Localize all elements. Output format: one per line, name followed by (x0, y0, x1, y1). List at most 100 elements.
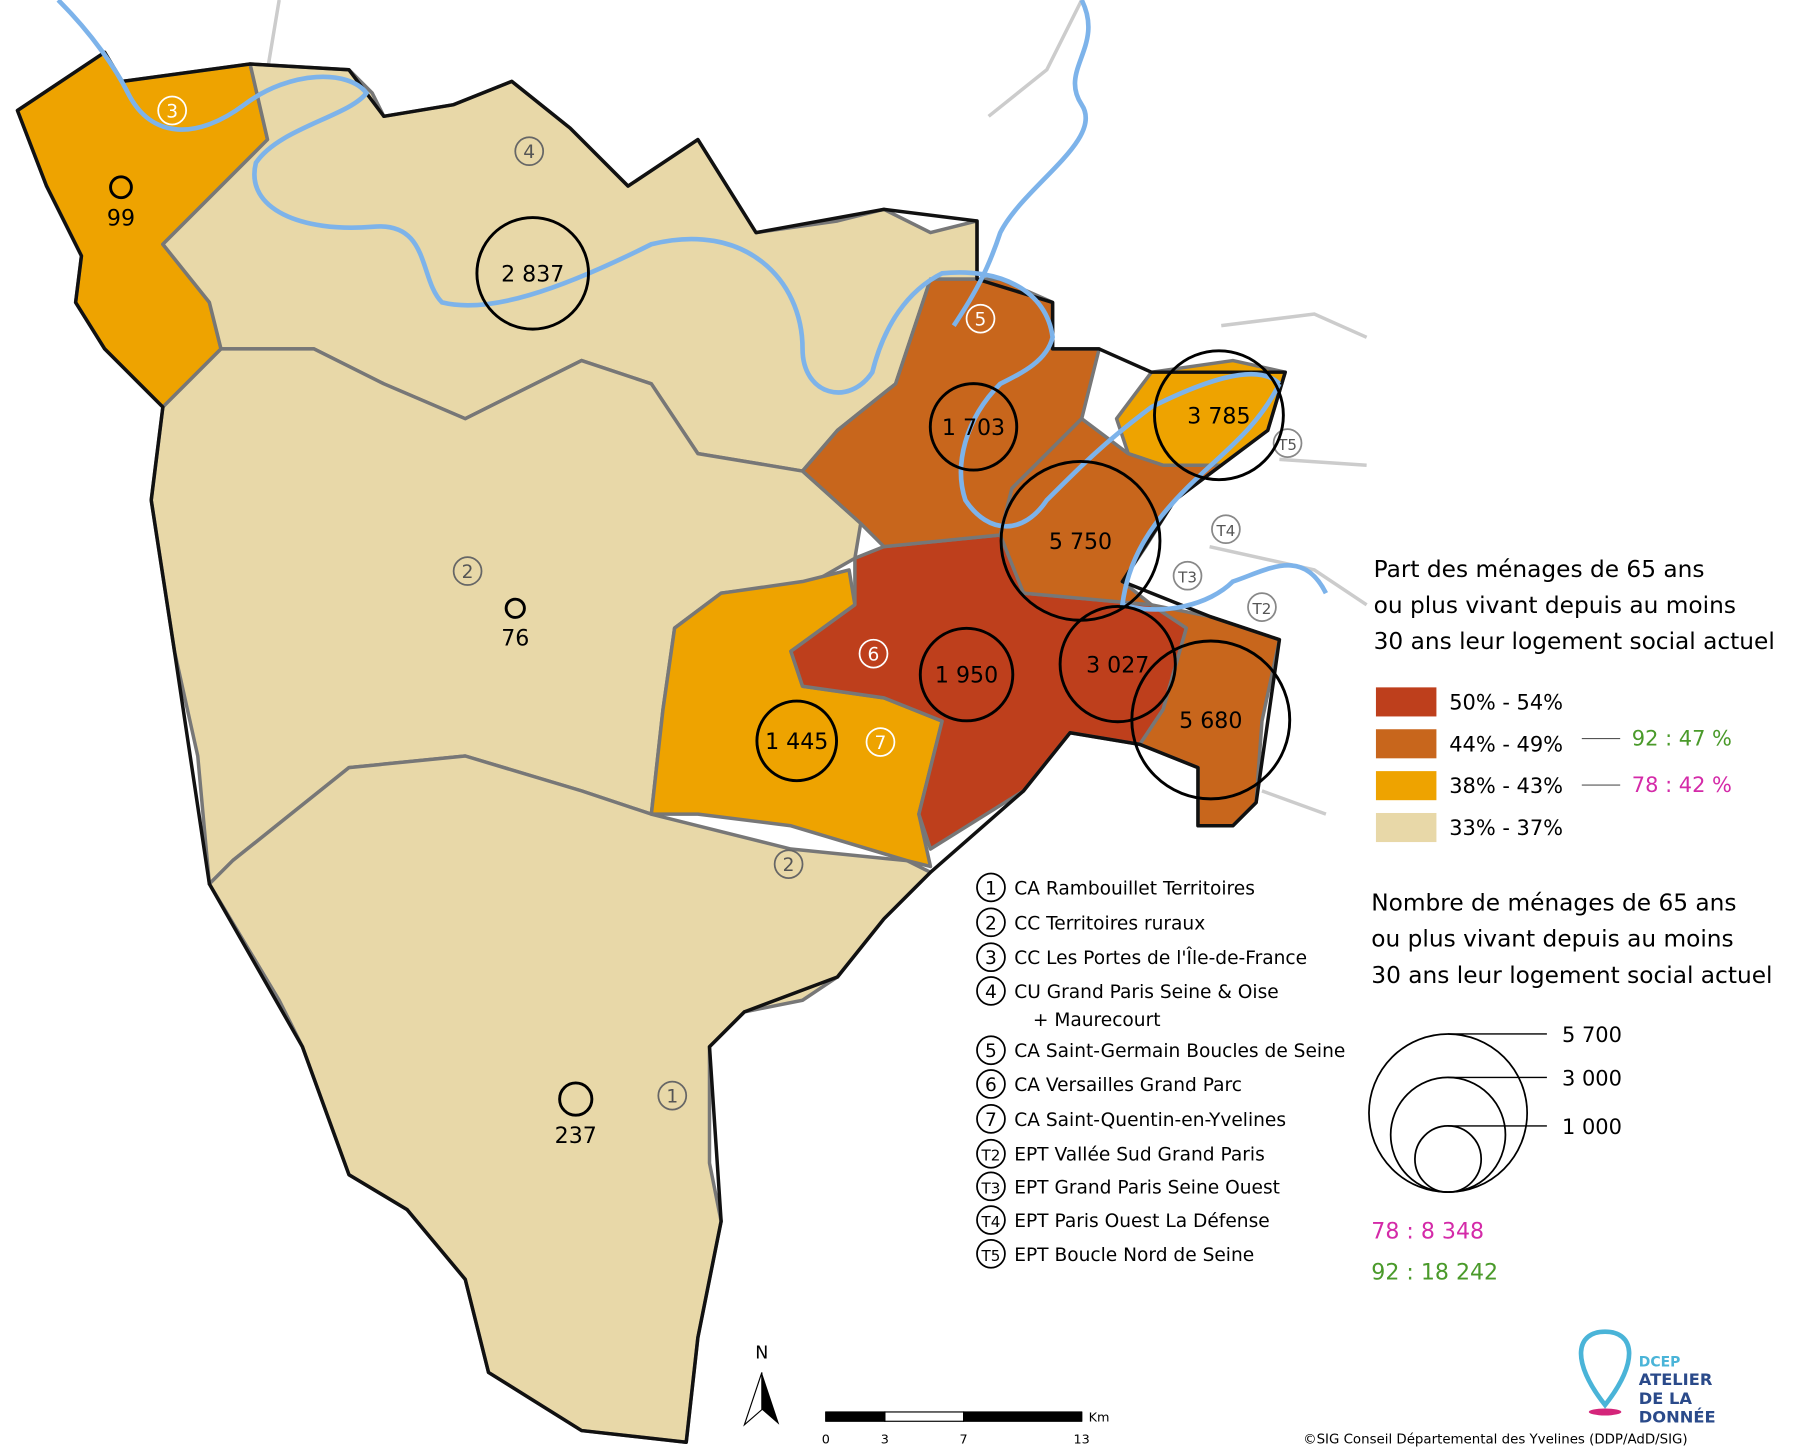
credit: ©SIG Conseil Départemental des Yvelines … (1303, 1431, 1687, 1447)
code-label: T3 (981, 1179, 1001, 1197)
symbol-label: 1 950 (935, 663, 998, 689)
code-badge (1211, 514, 1241, 545)
code-badge (976, 1205, 1006, 1235)
code-badge (976, 1171, 1006, 1202)
code-badge (976, 907, 1006, 938)
legend-title: 30 ans leur logement social actuel (1374, 628, 1775, 655)
code-badge (157, 95, 187, 126)
code-label: 1 (666, 1087, 678, 1108)
symbol-label: 76 (501, 625, 529, 651)
territory-name: CA Rambouillet Territoires (1014, 878, 1255, 899)
legend-title: Part des ménages de 65 ans (1374, 556, 1705, 583)
code-label: T3 (1177, 569, 1197, 587)
scale-tick-label: 0 (822, 1432, 830, 1447)
symbol (918, 626, 1015, 723)
symbol-label: 1 445 (765, 729, 828, 755)
territory-name: CC Les Portes de l'Île-de-France (1014, 945, 1307, 969)
north-arrow-right (761, 1372, 780, 1425)
territory-name: CA Saint-Germain Boucles de Seine (1014, 1041, 1345, 1062)
size-title: Nombre de ménages de 65 ans (1371, 890, 1736, 917)
legend-title: ou plus vivant depuis au moins (1374, 592, 1736, 619)
total-label: 92 : 18 242 (1371, 1259, 1498, 1285)
legend-swatch (1375, 687, 1437, 717)
river-seine (56, 0, 1282, 529)
code-label: T4 (981, 1213, 1001, 1231)
symbol (475, 216, 590, 331)
code-label: 1 (985, 878, 997, 899)
legend-label: 44% - 49% (1449, 732, 1563, 756)
logo-text: DCEP (1639, 1355, 1681, 1371)
north-label: N (755, 1343, 768, 1363)
logo-text: DONNÉE (1639, 1407, 1716, 1426)
scale-tick-label: 13 (1074, 1432, 1090, 1447)
code-badge (865, 727, 896, 757)
code-label: 5 (985, 1041, 997, 1062)
code-label: 4 (523, 142, 535, 163)
symbol (1058, 605, 1177, 724)
code-label: T5 (1277, 436, 1297, 454)
code-label: 2 (783, 855, 795, 876)
code-label: 2 (462, 562, 474, 583)
legend-label: 50% - 54% (1449, 690, 1563, 714)
logo-mark (1578, 1329, 1632, 1409)
note-label: 92 : 47 % (1632, 727, 1732, 751)
symbol (558, 1081, 594, 1117)
north-arrow: N (743, 1343, 780, 1427)
code-badge (452, 556, 483, 586)
code-label: 6 (985, 1075, 997, 1096)
code-badge (657, 1080, 688, 1111)
territory-1 (207, 754, 933, 1444)
territory-name: EPT Grand Paris Seine Ouest (1014, 1177, 1280, 1198)
territory-name: EPT Paris Ouest La Défense (1014, 1211, 1269, 1232)
code-badge (976, 1035, 1006, 1066)
symbol-label: 237 (555, 1123, 597, 1149)
symbol-label: 99 (107, 206, 135, 232)
scale-tick-label: 7 (960, 1432, 968, 1447)
code-badge (514, 136, 545, 167)
department-boundary (15, 50, 1287, 1444)
code-badge (976, 976, 1006, 1006)
symbol-label: 3 785 (1187, 403, 1250, 429)
symbol (1130, 639, 1292, 801)
territory-name: CA Versailles Grand Parc (1014, 1075, 1242, 1096)
code-label: 4 (985, 982, 997, 1003)
code-badge (1172, 560, 1203, 591)
legend-label: 38% - 43% (1449, 774, 1563, 798)
size-circle (1414, 1125, 1483, 1194)
code-label: T5 (981, 1247, 1001, 1265)
symbol-label: 1 703 (942, 415, 1005, 441)
code-badge (965, 303, 996, 334)
code-badge (1272, 428, 1303, 458)
code-label: T2 (1252, 600, 1272, 618)
scale-unit: Km (1089, 1410, 1110, 1425)
size-circle (1389, 1076, 1507, 1194)
code-label: 5 (975, 310, 987, 331)
code-label: 7 (875, 733, 887, 754)
surroundings (265, 0, 1368, 816)
scale-tick-label: 3 (881, 1432, 889, 1447)
code-badge (976, 1138, 1006, 1169)
code-label: 3 (985, 948, 997, 969)
legend-swatch (1375, 729, 1437, 759)
scale-segment (884, 1411, 965, 1422)
symbol-label: 5 680 (1179, 708, 1242, 734)
logo-base (1588, 1408, 1622, 1416)
code-label: T4 (1215, 522, 1235, 540)
symbol (928, 382, 1019, 472)
neighbour-boundary (265, 0, 1368, 816)
symbol (755, 699, 839, 783)
north-arrow-left (743, 1372, 763, 1427)
code-badge (773, 849, 804, 879)
code-label: 3 (166, 101, 178, 122)
territory-name: EPT Boucle Nord de Seine (1014, 1245, 1254, 1266)
river-oise (951, 0, 1091, 327)
code-label: 6 (868, 645, 880, 666)
code-badge (976, 872, 1006, 903)
legend-swatch (1375, 771, 1437, 801)
size-title: 30 ans leur logement social actuel (1371, 962, 1772, 989)
size-title: ou plus vivant depuis au moins (1371, 926, 1733, 953)
total-label: 78 : 8 348 (1371, 1219, 1484, 1245)
size-circle (1368, 1033, 1529, 1194)
